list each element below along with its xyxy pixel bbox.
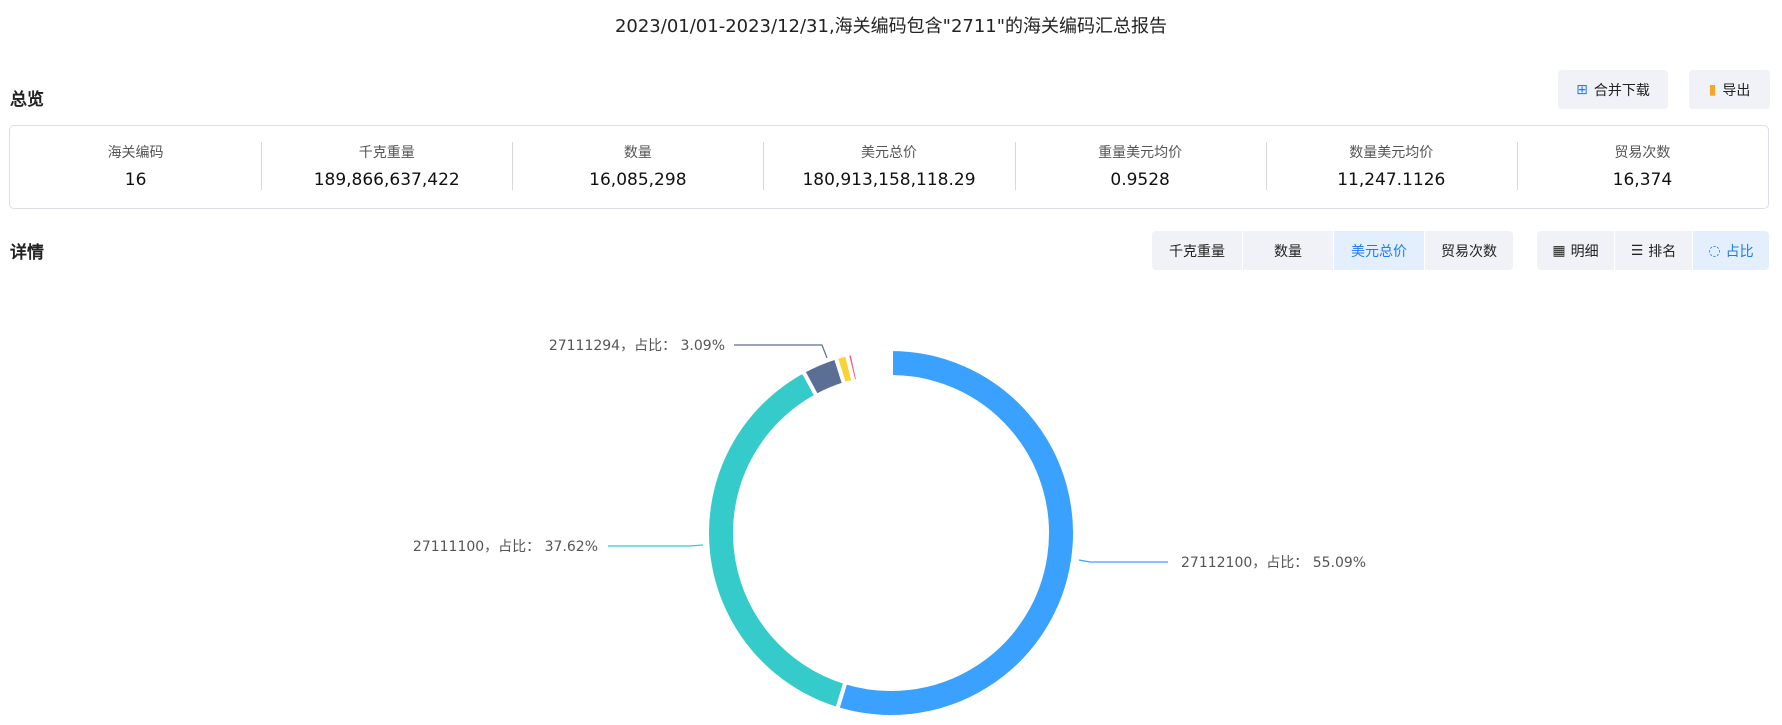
stat-label: 数量美元均价 <box>1349 145 1434 161</box>
stat-label: 贸易次数 <box>1614 145 1671 161</box>
stat-usd-total: 美元总价 180,913,158,118.29 <box>763 126 1014 208</box>
tab-ranking[interactable]: ☰ 排名 <box>1615 231 1692 270</box>
slice-label: 27111294，占比： 3.09% <box>549 338 725 354</box>
stat-label: 数量 <box>623 145 652 161</box>
stat-label: 美元总价 <box>860 145 917 161</box>
export-label: 导出 <box>1722 82 1751 99</box>
tab-share[interactable]: ◌ 占比 <box>1693 231 1769 270</box>
stat-weight-avg-price: 重量美元均价 0.9528 <box>1014 126 1266 208</box>
export-file-icon: ▮ <box>1708 81 1717 98</box>
stat-value: 16 <box>124 170 147 190</box>
stat-weight: 千克重量 189,866,637,422 <box>261 126 512 208</box>
stat-label: 千克重量 <box>358 145 415 161</box>
tab-detail-table[interactable]: ▦ 明细 <box>1537 231 1614 270</box>
leader-line <box>608 544 704 547</box>
view-tabs: ▦ 明细 ☰ 排名 ◌ 占比 <box>1537 231 1769 270</box>
tab-trade-count[interactable]: 贸易次数 <box>1425 231 1513 270</box>
stat-label: 重量美元均价 <box>1098 145 1183 161</box>
slice-label: 27112100，占比： 55.09% <box>1181 555 1366 571</box>
grid-icon: ⊞ <box>1576 81 1588 98</box>
leader-line <box>734 344 828 359</box>
stat-label: 海关编码 <box>107 145 164 161</box>
tab-usd-total[interactable]: 美元总价 <box>1334 231 1424 270</box>
stat-value: 189,866,637,422 <box>313 170 460 190</box>
overview-heading: 总览 <box>10 90 44 110</box>
metric-tabs: 千克重量 数量 美元总价 贸易次数 <box>1152 231 1513 270</box>
merge-download-label: 合并下载 <box>1593 82 1650 99</box>
stat-value: 16,085,298 <box>589 170 687 190</box>
summary-panel: 海关编码 16 千克重量 189,866,637,422 数量 16,085,298 … <box>9 125 1769 209</box>
tab-quantity[interactable]: 数量 <box>1243 231 1333 270</box>
stat-quantity: 数量 16,085,298 <box>512 126 763 208</box>
tab-label: 排名 <box>1648 243 1677 260</box>
stat-value: 11,247.1126 <box>1337 170 1446 190</box>
stat-value: 180,913,158,118.29 <box>802 170 976 190</box>
stat-value: 16,374 <box>1612 170 1673 190</box>
donut-icon: ◌ <box>1708 242 1721 259</box>
report-title: 2023/01/01-2023/12/31,海关编码包含"2711"的海关编码汇… <box>614 16 1168 37</box>
leader-line <box>1078 559 1168 563</box>
slice-label: 27111100，占比： 37.62% <box>413 539 598 555</box>
export-button[interactable]: ▮ 导出 <box>1689 70 1770 109</box>
donut-slice[interactable] <box>884 346 893 380</box>
table-icon: ▦ <box>1552 242 1566 259</box>
ranking-icon: ☰ <box>1630 242 1644 259</box>
tab-label: 明细 <box>1570 243 1599 260</box>
stat-value: 0.9528 <box>1110 170 1170 190</box>
donut-slice-27112100[interactable] <box>834 346 1077 719</box>
tab-weight[interactable]: 千克重量 <box>1152 231 1242 270</box>
merge-download-button[interactable]: ⊞ 合并下载 <box>1558 70 1668 109</box>
tab-label: 占比 <box>1725 243 1754 260</box>
stat-quantity-avg-price: 数量美元均价 11,247.1126 <box>1265 126 1517 208</box>
detail-heading: 详情 <box>10 243 44 263</box>
stat-hs-code: 海关编码 16 <box>10 126 261 208</box>
stat-trade-count: 贸易次数 16,374 <box>1516 126 1768 208</box>
donut-slice-27111100[interactable] <box>705 368 848 712</box>
